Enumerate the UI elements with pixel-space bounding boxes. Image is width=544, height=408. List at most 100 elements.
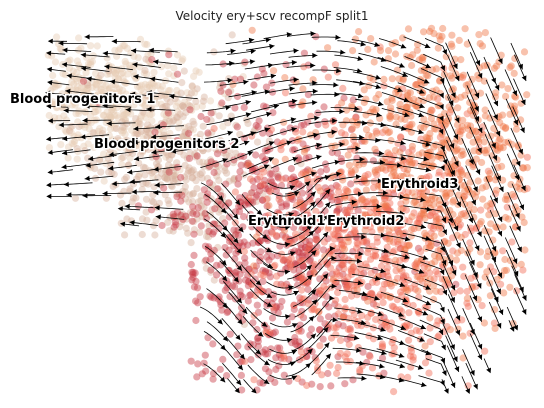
cell-point [349,96,357,104]
cell-point [265,368,273,376]
cell-point [469,163,477,171]
cell-point [123,120,131,128]
cell-point [459,354,467,362]
cell-point [287,218,295,226]
cell-point [271,158,279,166]
cell-point [90,143,98,151]
cell-point [325,321,333,329]
cell-point [412,260,420,268]
cell-point [374,182,382,190]
cell-point [165,168,173,176]
streamline-arrowhead [491,256,497,263]
cell-point [394,238,402,246]
streamline-arrowhead [313,132,319,138]
cell-point [424,264,432,272]
cell-point [258,65,266,73]
cell-point [230,226,238,234]
cell-point [215,176,223,184]
cell-point [265,202,273,210]
cell-point [196,170,204,178]
cell-point [225,213,233,221]
streamline-arrowhead [291,349,297,355]
cell-point [410,209,418,217]
cell-point [189,117,197,125]
cell-point [414,103,422,111]
cell-point [222,251,230,259]
cell-point [414,244,423,252]
streamline-arrowhead [399,282,406,287]
streamline-arrowhead [220,232,226,238]
cell-point [512,125,521,133]
cell-point [189,126,197,134]
cell-point [188,174,196,182]
streamline-arrowhead [130,91,136,97]
cell-point [195,158,204,166]
cell-point [248,219,256,228]
cell-point [90,108,98,116]
cell-point [136,114,144,123]
cell-point [287,254,295,262]
cell-point [452,95,460,103]
cell-point [188,276,196,284]
cell-point [111,97,119,105]
cell-point [242,160,250,169]
cell-point [134,54,142,62]
cell-point [202,367,210,375]
cell-point [256,253,264,261]
cell-point [231,255,239,263]
cell-point [384,272,392,280]
cell-point [436,150,444,158]
cell-point [273,302,281,310]
cell-point [492,145,500,153]
cell-point [396,265,404,273]
streamline-arrowhead [308,316,315,322]
cell-point [169,137,177,145]
cell-point [139,148,147,156]
cell-point [450,289,458,297]
cell-point [221,244,229,252]
cell-point [175,118,183,126]
cell-point [270,306,278,314]
cell-point [204,228,212,236]
cell-point [172,221,180,229]
cell-point [304,252,312,260]
cell-point [354,254,362,262]
cell-point [439,248,447,256]
streamline-arrowhead [383,248,389,254]
cell-point [459,170,467,179]
cell-point [461,25,469,33]
cell-point [292,180,300,188]
cell-point [502,92,510,100]
cell-point [339,322,347,330]
cell-point [464,125,473,133]
cell-point [403,92,412,100]
cell-point [306,246,314,254]
cell-point [437,205,445,214]
cell-point [383,257,391,265]
cell-point [71,97,79,105]
cell-point [431,258,439,266]
cell-point [181,128,189,136]
cell-point [427,181,435,190]
cell-point [362,260,370,268]
cell-point [339,270,347,278]
cell-point [298,234,306,243]
cell-point [323,259,331,267]
streamline-arrowhead [513,324,518,331]
cell-point [503,196,511,204]
cell-point [235,203,243,211]
streamline-arrowhead [235,334,241,341]
streamline-arrowhead [440,246,445,252]
cell-point [350,263,358,271]
cell-point [147,79,156,87]
cell-point [490,64,498,72]
cell-point [519,164,528,172]
cell-point [141,101,149,109]
cell-point [173,137,181,146]
cell-point [105,86,113,94]
streamline-arrowhead [291,98,298,104]
cell-point [483,268,491,276]
cell-point [294,154,302,162]
cell-point [502,124,510,132]
cell-point [401,229,409,237]
